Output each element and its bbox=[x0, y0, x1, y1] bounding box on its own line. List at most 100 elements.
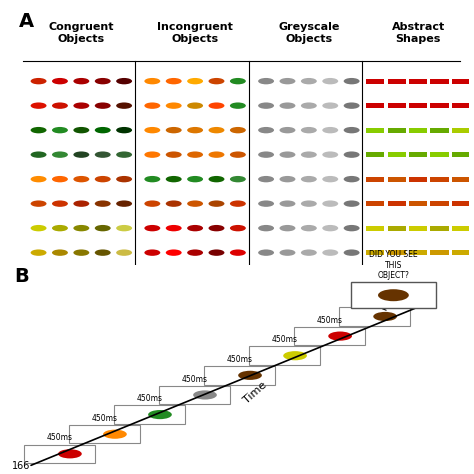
FancyBboxPatch shape bbox=[366, 128, 384, 133]
Ellipse shape bbox=[280, 176, 295, 182]
Ellipse shape bbox=[301, 225, 317, 231]
FancyBboxPatch shape bbox=[452, 226, 470, 231]
Ellipse shape bbox=[73, 225, 89, 231]
FancyBboxPatch shape bbox=[366, 226, 384, 231]
Ellipse shape bbox=[95, 152, 111, 158]
FancyBboxPatch shape bbox=[430, 152, 448, 157]
Ellipse shape bbox=[209, 152, 225, 158]
Ellipse shape bbox=[116, 127, 132, 133]
FancyBboxPatch shape bbox=[388, 250, 406, 255]
Ellipse shape bbox=[187, 152, 203, 158]
Ellipse shape bbox=[301, 176, 317, 182]
Bar bbox=[204, 366, 275, 384]
Text: Congruent
Objects: Congruent Objects bbox=[49, 22, 114, 44]
Ellipse shape bbox=[73, 78, 89, 84]
Ellipse shape bbox=[344, 102, 360, 109]
Text: 450ms: 450ms bbox=[272, 335, 297, 344]
Ellipse shape bbox=[230, 152, 246, 158]
Ellipse shape bbox=[322, 225, 338, 231]
Ellipse shape bbox=[187, 225, 203, 231]
FancyBboxPatch shape bbox=[409, 226, 427, 231]
Ellipse shape bbox=[73, 176, 89, 182]
Ellipse shape bbox=[374, 312, 397, 321]
Ellipse shape bbox=[116, 225, 132, 231]
Ellipse shape bbox=[280, 127, 295, 133]
Ellipse shape bbox=[145, 127, 160, 133]
Text: Time: Time bbox=[241, 380, 268, 405]
Ellipse shape bbox=[280, 102, 295, 109]
Ellipse shape bbox=[187, 201, 203, 207]
Ellipse shape bbox=[344, 127, 360, 133]
Ellipse shape bbox=[322, 201, 338, 207]
Ellipse shape bbox=[344, 249, 360, 256]
Ellipse shape bbox=[52, 102, 68, 109]
Ellipse shape bbox=[209, 249, 225, 256]
Ellipse shape bbox=[280, 249, 295, 256]
Ellipse shape bbox=[322, 102, 338, 109]
Ellipse shape bbox=[73, 152, 89, 158]
FancyBboxPatch shape bbox=[430, 250, 448, 255]
Ellipse shape bbox=[95, 249, 111, 256]
Ellipse shape bbox=[145, 225, 160, 231]
Text: 166: 166 bbox=[12, 461, 30, 471]
Ellipse shape bbox=[95, 225, 111, 231]
Ellipse shape bbox=[301, 127, 317, 133]
Ellipse shape bbox=[166, 176, 182, 182]
FancyBboxPatch shape bbox=[388, 79, 406, 84]
Bar bbox=[249, 346, 320, 365]
Ellipse shape bbox=[230, 127, 246, 133]
FancyBboxPatch shape bbox=[452, 177, 470, 182]
Ellipse shape bbox=[95, 201, 111, 207]
FancyBboxPatch shape bbox=[452, 103, 470, 108]
Ellipse shape bbox=[52, 201, 68, 207]
Ellipse shape bbox=[209, 176, 225, 182]
Ellipse shape bbox=[328, 331, 352, 341]
Text: 450ms: 450ms bbox=[137, 394, 162, 403]
Ellipse shape bbox=[230, 249, 246, 256]
FancyBboxPatch shape bbox=[388, 152, 406, 157]
FancyBboxPatch shape bbox=[430, 177, 448, 182]
Ellipse shape bbox=[230, 176, 246, 182]
Text: A: A bbox=[19, 12, 34, 31]
Ellipse shape bbox=[301, 152, 317, 158]
Ellipse shape bbox=[322, 249, 338, 256]
FancyBboxPatch shape bbox=[366, 103, 384, 108]
Text: 450ms: 450ms bbox=[227, 355, 252, 364]
FancyBboxPatch shape bbox=[452, 128, 470, 133]
FancyBboxPatch shape bbox=[430, 226, 448, 231]
FancyBboxPatch shape bbox=[388, 103, 406, 108]
Ellipse shape bbox=[344, 78, 360, 84]
Ellipse shape bbox=[148, 410, 172, 419]
FancyBboxPatch shape bbox=[452, 201, 470, 206]
FancyBboxPatch shape bbox=[388, 226, 406, 231]
Ellipse shape bbox=[116, 176, 132, 182]
Ellipse shape bbox=[187, 102, 203, 109]
Ellipse shape bbox=[145, 78, 160, 84]
Ellipse shape bbox=[166, 225, 182, 231]
Ellipse shape bbox=[145, 201, 160, 207]
FancyBboxPatch shape bbox=[366, 79, 384, 84]
Ellipse shape bbox=[209, 78, 225, 84]
Ellipse shape bbox=[344, 176, 360, 182]
Ellipse shape bbox=[116, 102, 132, 109]
Ellipse shape bbox=[301, 78, 317, 84]
Ellipse shape bbox=[322, 127, 338, 133]
FancyBboxPatch shape bbox=[366, 177, 384, 182]
FancyBboxPatch shape bbox=[452, 79, 470, 84]
Ellipse shape bbox=[95, 78, 111, 84]
Ellipse shape bbox=[280, 152, 295, 158]
FancyBboxPatch shape bbox=[430, 201, 448, 206]
Ellipse shape bbox=[116, 78, 132, 84]
Ellipse shape bbox=[187, 176, 203, 182]
Ellipse shape bbox=[31, 225, 46, 231]
Ellipse shape bbox=[258, 176, 274, 182]
Ellipse shape bbox=[280, 201, 295, 207]
Text: B: B bbox=[14, 267, 29, 286]
Ellipse shape bbox=[52, 225, 68, 231]
Bar bbox=[339, 307, 410, 326]
Ellipse shape bbox=[193, 391, 217, 400]
Ellipse shape bbox=[280, 225, 295, 231]
Text: 450ms: 450ms bbox=[46, 433, 72, 442]
Ellipse shape bbox=[73, 249, 89, 256]
Text: Abstract
Shapes: Abstract Shapes bbox=[392, 22, 445, 44]
